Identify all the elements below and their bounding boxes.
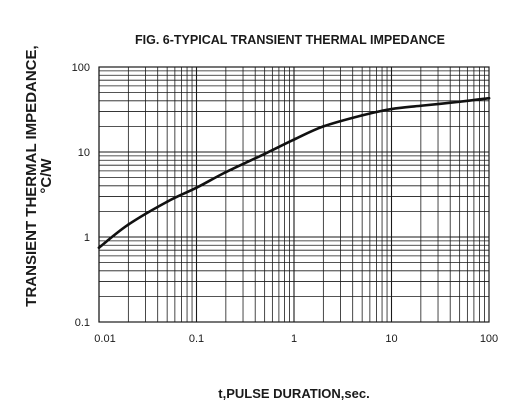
x-tick-label: 100 <box>480 333 498 345</box>
data-point <box>487 96 491 100</box>
y-tick-label: 1 <box>84 232 90 244</box>
data-point <box>390 107 393 111</box>
y-axis-label: TRANSIENT THERMAL IMPEDANCE, °C/W <box>23 45 55 306</box>
data-point <box>360 114 364 117</box>
x-tick-label: 1 <box>291 333 297 345</box>
x-tick-label: 0.01 <box>94 333 115 345</box>
plot-frame <box>98 66 490 323</box>
x-tick-label: 0.1 <box>189 333 204 345</box>
x-tick-labels: 0.01 0.1 1 10 100 <box>94 333 498 345</box>
series-points <box>97 96 491 249</box>
y-tick-label: 0.1 <box>75 317 90 329</box>
data-point <box>127 223 130 226</box>
grid <box>98 67 489 323</box>
data-point <box>195 186 198 190</box>
y-tick-labels: 100 10 1 0.1 <box>72 62 90 329</box>
data-point <box>165 200 169 204</box>
data-point <box>419 104 423 108</box>
data-point <box>97 246 101 249</box>
data-point <box>224 170 228 174</box>
y-axis-label-line2: °C/W <box>38 158 55 194</box>
data-point <box>322 125 325 128</box>
chart-title: FIG. 6-TYPICAL TRANSIENT THERMAL IMPEDAN… <box>135 33 445 47</box>
data-point <box>263 152 266 156</box>
y-tick-label: 100 <box>72 62 90 74</box>
y-tick-label: 10 <box>78 147 90 159</box>
y-axis-label-line1: TRANSIENT THERMAL IMPEDANCE, <box>23 45 40 306</box>
x-axis-label: t,PULSE DURATION,sec. <box>218 386 369 401</box>
x-tick-label: 10 <box>385 333 397 345</box>
data-point <box>458 100 461 104</box>
data-point <box>292 138 296 141</box>
